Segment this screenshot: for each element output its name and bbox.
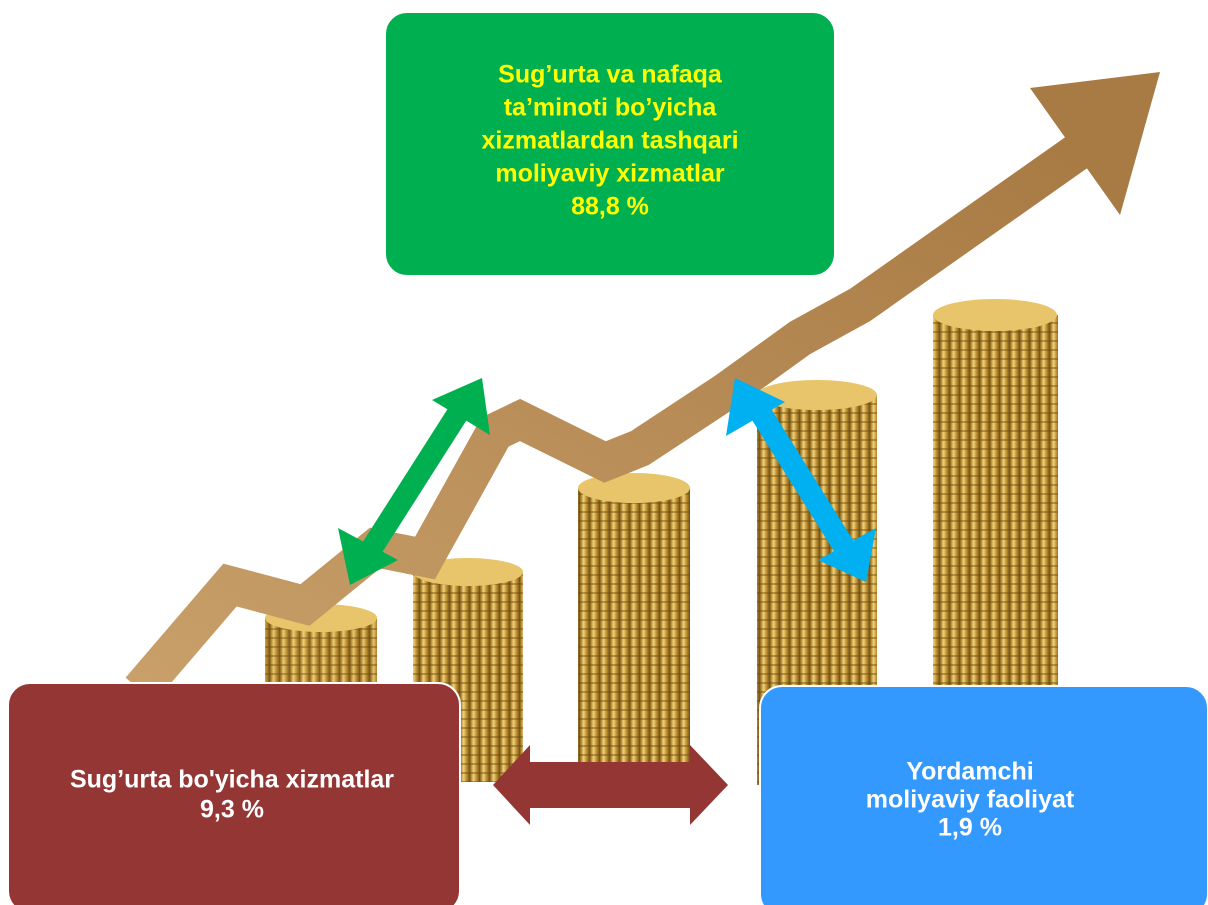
label: moliyaviy faoliyat: [866, 786, 1075, 814]
box: [759, 685, 1208, 905]
box: [384, 11, 836, 277]
value: 1,9 %: [938, 814, 1002, 842]
label: xizmatlardan tashqari: [481, 127, 738, 155]
label: Sug’urta bo'yicha xizmatlar: [70, 766, 394, 794]
value: 9,3 %: [200, 796, 264, 824]
label: ta’minoti bo’yicha: [504, 94, 718, 122]
value: 88,8 %: [571, 193, 649, 221]
green-arrow: [338, 378, 490, 585]
label: Sug’urta va nafaqa: [498, 61, 723, 89]
rising-arrow: [125, 72, 1160, 703]
blue-arrow: [726, 378, 876, 582]
box: [7, 682, 461, 905]
red-arrow: [493, 745, 728, 825]
node-left: Sug’urta bo'yicha xizmatlar 9,3 %: [7, 682, 461, 905]
label: moliyaviy xizmatlar: [495, 160, 725, 188]
label: Yordamchi: [906, 758, 1033, 786]
node-top: Sug’urta va nafaqa ta’minoti bo’yicha xi…: [384, 11, 836, 277]
node-right: Yordamchi moliyaviy faoliyat 1,9 %: [759, 685, 1208, 905]
